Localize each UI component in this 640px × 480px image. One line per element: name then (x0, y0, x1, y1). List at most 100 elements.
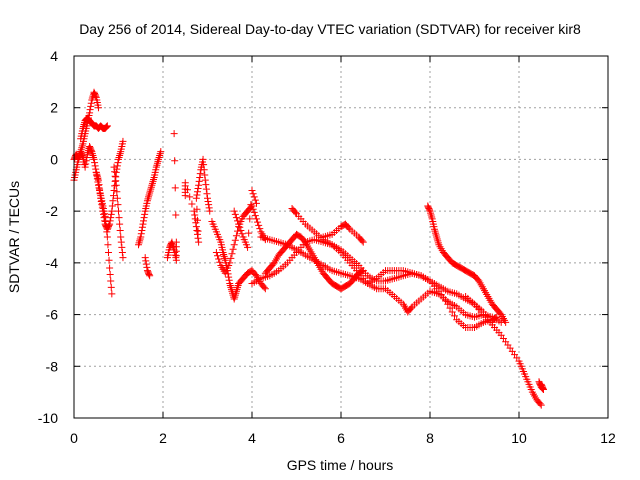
data-point (448, 308, 456, 316)
data-point (230, 241, 238, 249)
data-point (78, 152, 86, 160)
data-point (200, 161, 208, 169)
y-axis-label: SDTVAR / TECUs (6, 181, 22, 293)
data-point (493, 313, 501, 321)
data-point (89, 153, 97, 161)
data-point (94, 176, 102, 184)
data-point (92, 168, 100, 176)
plot-frame (73, 55, 609, 419)
data-point (227, 254, 235, 262)
data-point (108, 290, 116, 298)
data-point (106, 217, 114, 225)
data-point (145, 270, 153, 278)
data-point (148, 181, 156, 189)
data-point (139, 220, 147, 228)
x-tick-label: 2 (159, 430, 167, 446)
data-point (115, 155, 122, 163)
data-point (246, 215, 254, 223)
data-point (108, 207, 116, 215)
data-point (138, 227, 146, 235)
data-point (157, 148, 165, 156)
data-point (250, 208, 258, 216)
series-sat-r (424, 202, 510, 326)
x-tick-label: 6 (337, 430, 345, 446)
series-sat-f (135, 148, 165, 249)
x-tick-label: 12 (600, 430, 616, 446)
data-point (231, 236, 239, 244)
data-point (144, 195, 152, 203)
data-point (226, 259, 234, 267)
data-point (250, 193, 258, 201)
data-point (428, 213, 436, 221)
data-point (345, 224, 353, 232)
data-point (102, 123, 110, 131)
data-point (89, 152, 97, 160)
data-point (254, 218, 262, 226)
y-tick-labels: -10 -8 -6 -4 -2 0 2 4 (38, 48, 58, 426)
data-point (195, 181, 203, 189)
data-point (138, 223, 146, 231)
data-point (171, 184, 179, 192)
data-point (252, 199, 260, 207)
data-point (92, 92, 100, 100)
data-point (186, 193, 194, 201)
data-point (450, 312, 458, 320)
data-point (172, 211, 180, 219)
series-sat-l (230, 186, 260, 251)
data-point (191, 211, 199, 219)
data-point (92, 165, 100, 173)
data-point (155, 153, 163, 161)
data-point (98, 201, 106, 209)
data-point (195, 177, 203, 185)
data-point (90, 155, 98, 163)
data-point (358, 237, 366, 245)
y-tick-label: -8 (46, 358, 59, 374)
data-point (202, 181, 210, 189)
data-point (194, 185, 202, 193)
data-point (291, 208, 299, 216)
series-sat-q (319, 220, 367, 246)
data-point (536, 400, 544, 408)
data-point (433, 233, 441, 241)
data-point (153, 159, 161, 167)
data-point (226, 281, 234, 289)
data-point (183, 186, 191, 194)
data-point (104, 241, 112, 249)
data-point (95, 181, 103, 189)
data-point (234, 217, 242, 225)
data-point (193, 188, 201, 196)
data-point (98, 204, 106, 212)
data-point (115, 214, 123, 222)
data-point (99, 210, 107, 218)
data-point (200, 166, 208, 174)
y-tick-label: 0 (50, 151, 58, 167)
data-point (407, 304, 415, 312)
data-point (232, 214, 240, 222)
data-point (212, 249, 220, 257)
data-point (155, 155, 163, 163)
data-point (137, 233, 145, 241)
data-point (432, 229, 440, 237)
data-point (192, 194, 200, 202)
data-point (106, 270, 114, 278)
data-point (96, 185, 104, 193)
data-point (214, 252, 222, 260)
data-point (142, 257, 150, 265)
data-point (235, 220, 243, 228)
data-point (231, 210, 239, 218)
data-point (444, 300, 452, 308)
data-point (230, 295, 238, 303)
data-point (115, 153, 123, 161)
data-point (107, 277, 115, 285)
data-point (105, 256, 113, 264)
data-point (233, 285, 241, 293)
series-sat-h (163, 130, 180, 264)
data-point (193, 227, 201, 235)
data-point (249, 205, 257, 213)
data-point (537, 401, 545, 409)
data-point (201, 176, 209, 184)
data-point (232, 232, 240, 240)
data-point (229, 245, 237, 253)
data-point (111, 182, 119, 190)
data-point (181, 179, 189, 187)
